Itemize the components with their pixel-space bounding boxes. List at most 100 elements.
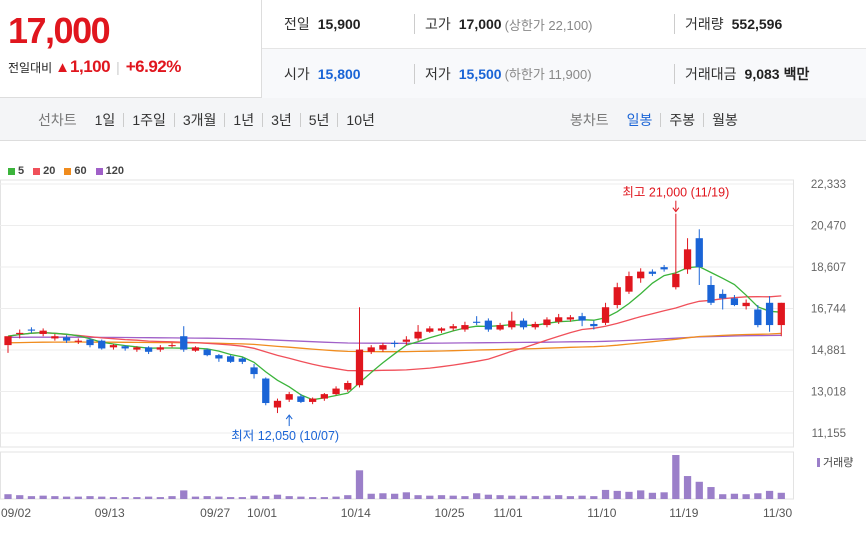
volume-bar (27, 496, 36, 499)
volume-bar (308, 497, 317, 499)
x-tick-label: 10/01 (247, 506, 277, 520)
candle-body (226, 356, 235, 362)
volume-bar (379, 493, 387, 499)
high-annotation: 최고 21,000 (11/19) (622, 186, 729, 200)
candle-body (765, 302, 774, 326)
candle-body (98, 340, 106, 349)
candle-body (777, 302, 785, 326)
price-box: 17,000 전일대비 ▲ 1,100 | +6.92% (0, 0, 262, 98)
volume-bar (98, 496, 106, 499)
tab-3month[interactable]: 3개월 (173, 112, 225, 127)
legend-label: 120 (105, 165, 124, 177)
tab-monthly[interactable]: 월봉 (703, 112, 746, 127)
volume-label: 거래량 (823, 456, 853, 469)
volume-bar (496, 495, 504, 499)
candle-body (531, 323, 539, 328)
candle-body (496, 325, 504, 330)
low-price: 저가 15,500 (하한가 11,900) (414, 63, 662, 84)
x-tick-label: 10/25 (434, 506, 464, 520)
candle-body (109, 345, 118, 348)
candle-body (660, 267, 668, 270)
volume-bar (355, 470, 364, 499)
candle-body (625, 276, 633, 292)
volume-bar (601, 489, 610, 499)
volume-bar (508, 495, 516, 499)
volume-bar (144, 496, 153, 499)
tab-3year[interactable]: 3년 (262, 112, 300, 127)
ma-legend: 5 20 60 120 (8, 165, 133, 177)
candle-body (238, 358, 246, 362)
low-arrow-head (285, 414, 293, 420)
volume-bar (250, 495, 258, 499)
candle-body (672, 273, 680, 288)
candle-body (484, 320, 493, 330)
legend-label: 20 (43, 165, 56, 177)
candle-body (566, 317, 575, 320)
volume-bar (695, 481, 703, 499)
tab-1year[interactable]: 1년 (224, 112, 262, 127)
candle-body (707, 284, 715, 303)
volume-bar (531, 496, 539, 499)
info-row-1: 전일 15,900 고가 17,000 (상한가 22,100) 거래량 552… (262, 0, 866, 49)
candle-body (62, 337, 71, 341)
tab-5year[interactable]: 5년 (299, 112, 338, 127)
volume-bar (707, 487, 715, 499)
volume-bar (660, 492, 668, 499)
candle-body (74, 340, 82, 342)
candle-body (144, 347, 153, 352)
volume-bar (543, 495, 551, 499)
open-price: 시가 15,800 (284, 65, 361, 82)
change-label: 전일대비 (8, 60, 53, 75)
tab-1week[interactable]: 1주일 (123, 112, 174, 127)
candle-body (273, 400, 282, 408)
tab-daily[interactable]: 일봉 (626, 111, 653, 128)
volume-bar (484, 494, 493, 499)
price-plot-frame (0, 179, 794, 448)
change-value: 1,100 (70, 57, 111, 76)
candle-body (297, 396, 305, 402)
tab-1day[interactable]: 1일 (94, 111, 116, 128)
high-arrow-head (672, 207, 680, 213)
candle-body (508, 320, 516, 328)
y-tick-label: 14,881 (811, 345, 846, 357)
volume-bar (426, 495, 434, 499)
change-row: 전일대비 ▲ 1,100 | +6.92% (8, 57, 181, 77)
volume-bar (625, 491, 633, 499)
candle-body (51, 336, 59, 339)
chart-tabs-bar: 선차트 1일 1주일 3개월 1년 3년 5년 10년 봉차트 일봉 주봉 월봉 (0, 98, 866, 141)
candle-body (168, 345, 176, 347)
tab-weekly[interactable]: 주봉 (660, 112, 703, 127)
candle-body (648, 271, 657, 274)
volume-bar (765, 490, 774, 499)
candle-body (121, 346, 129, 349)
volume-bar (461, 496, 469, 499)
volume-bar (578, 495, 586, 499)
candle-body (449, 326, 457, 329)
candle-body (437, 328, 446, 331)
volume-bar (473, 493, 481, 499)
candle-body (367, 347, 375, 352)
volume: 거래량 552,596 (674, 14, 864, 34)
turnover: 거래대금 9,083 백만 (674, 63, 864, 84)
candle-chart-label: 봉차트 (570, 111, 609, 128)
candle-body (414, 331, 422, 339)
current-price: 17,000 (8, 10, 111, 51)
volume-bar (777, 492, 785, 499)
volume-bar (402, 492, 410, 499)
x-tick-label: 11/10 (587, 506, 616, 520)
tab-10year[interactable]: 10년 (337, 112, 382, 127)
volume-bar (555, 495, 563, 499)
legend-item-ma5: 5 (8, 165, 24, 177)
candle-body (519, 320, 528, 328)
volume-bar (754, 493, 762, 499)
y-tick-label: 18,607 (811, 262, 846, 274)
prev-close: 전일 15,900 (284, 16, 361, 32)
candle-body (742, 302, 750, 307)
volume-bar (683, 476, 692, 499)
x-tick-label: 11/01 (494, 506, 523, 520)
volume-bar (437, 495, 446, 499)
volume-bar (519, 495, 528, 499)
volume-bar (121, 497, 129, 499)
quote-header: 17,000 전일대비 ▲ 1,100 | +6.92% 전일 15,900 고… (0, 0, 866, 98)
